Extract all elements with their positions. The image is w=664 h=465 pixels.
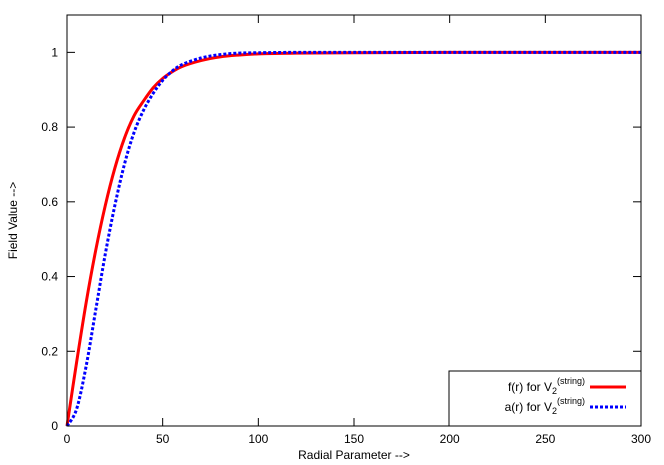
legend-label: a(r) for V2(string) <box>505 396 585 416</box>
legend-box <box>448 370 642 427</box>
y-tick-label: 0.8 <box>41 120 58 134</box>
series-line-f <box>65 50 641 427</box>
x-tick-label: 150 <box>344 432 364 446</box>
legend-label: f(r) for V2(string) <box>508 376 585 396</box>
y-tick-label: 0.6 <box>41 195 58 209</box>
legend: f(r) for V2(string)a(r) for V2(string) <box>448 370 642 427</box>
plot-frame <box>66 14 642 427</box>
y-tick-label: 0.4 <box>41 270 58 284</box>
ticks-layer: 0 50 100 150 200 250 300 0 0.2 0.4 0.6 0.8 1 <box>41 15 651 446</box>
x-tick-label: 250 <box>535 432 555 446</box>
x-tick-label: 50 <box>156 432 170 446</box>
x-tick-label: 0 <box>64 432 71 446</box>
y-tick-label: 0.2 <box>41 344 58 358</box>
series-line-a <box>65 50 641 427</box>
y-tick-label: 1 <box>51 45 58 59</box>
x-tick-label: 200 <box>440 432 460 446</box>
x-tick-label: 300 <box>631 432 651 446</box>
x-tick-label: 100 <box>248 432 268 446</box>
y-axis-label: Field Value --> <box>6 182 20 259</box>
y-tick-label: 0 <box>51 419 58 433</box>
x-axis-label: Radial Parameter --> <box>298 448 410 462</box>
series-layer <box>65 50 641 427</box>
